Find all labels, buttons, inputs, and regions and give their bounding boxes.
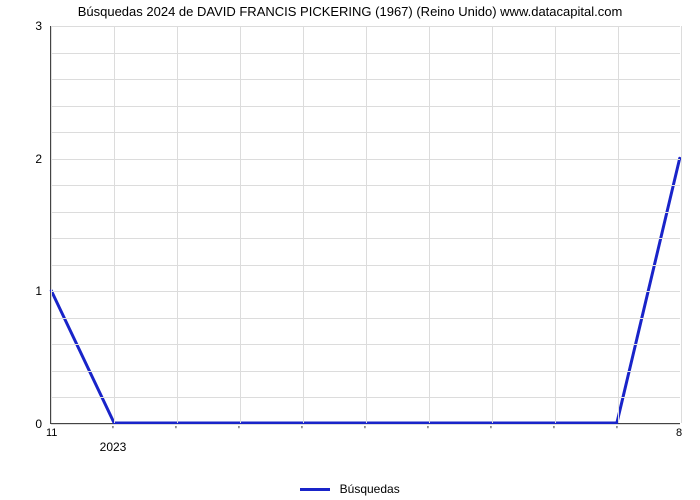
x-last-label: 8 — [676, 427, 682, 439]
x-minor-tick: ' — [364, 425, 366, 436]
legend-label: Búsquedas — [340, 482, 400, 496]
x-minor-tick: ' — [112, 425, 114, 436]
x-minor-tick: ' — [301, 425, 303, 436]
y-tick-label: 1 — [20, 284, 42, 298]
gridline-v — [429, 26, 430, 423]
y-tick-label: 0 — [20, 417, 42, 431]
x-minor-tick: ' — [490, 425, 492, 436]
gridline-v — [555, 26, 556, 423]
gridline-v — [492, 26, 493, 423]
x-minor-tick: ' — [238, 425, 240, 436]
gridline-v — [366, 26, 367, 423]
x-major-tick: 2023 — [100, 440, 127, 454]
x-first-label: 11 — [46, 427, 57, 439]
gridline-v — [240, 26, 241, 423]
legend: Búsquedas — [0, 482, 700, 496]
x-minor-tick: ' — [427, 425, 429, 436]
y-tick-label: 3 — [20, 19, 42, 33]
chart-title: Búsquedas 2024 de DAVID FRANCIS PICKERIN… — [0, 4, 700, 19]
x-minor-tick: ' — [616, 425, 618, 436]
x-minor-tick: ' — [553, 425, 555, 436]
gridline-v — [618, 26, 619, 423]
gridline-v — [681, 26, 682, 423]
gridline-v — [177, 26, 178, 423]
gridline-v — [303, 26, 304, 423]
gridline-v — [114, 26, 115, 423]
gridline-v — [51, 26, 52, 423]
plot-area — [50, 26, 680, 424]
y-tick-label: 2 — [20, 152, 42, 166]
legend-swatch — [300, 488, 330, 491]
x-minor-tick: ' — [175, 425, 177, 436]
